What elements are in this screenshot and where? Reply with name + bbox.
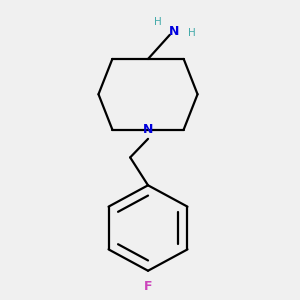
Text: H: H [154, 17, 162, 27]
Text: F: F [144, 280, 152, 293]
Text: H: H [188, 28, 196, 38]
Text: N: N [143, 123, 153, 136]
Text: N: N [169, 25, 179, 38]
